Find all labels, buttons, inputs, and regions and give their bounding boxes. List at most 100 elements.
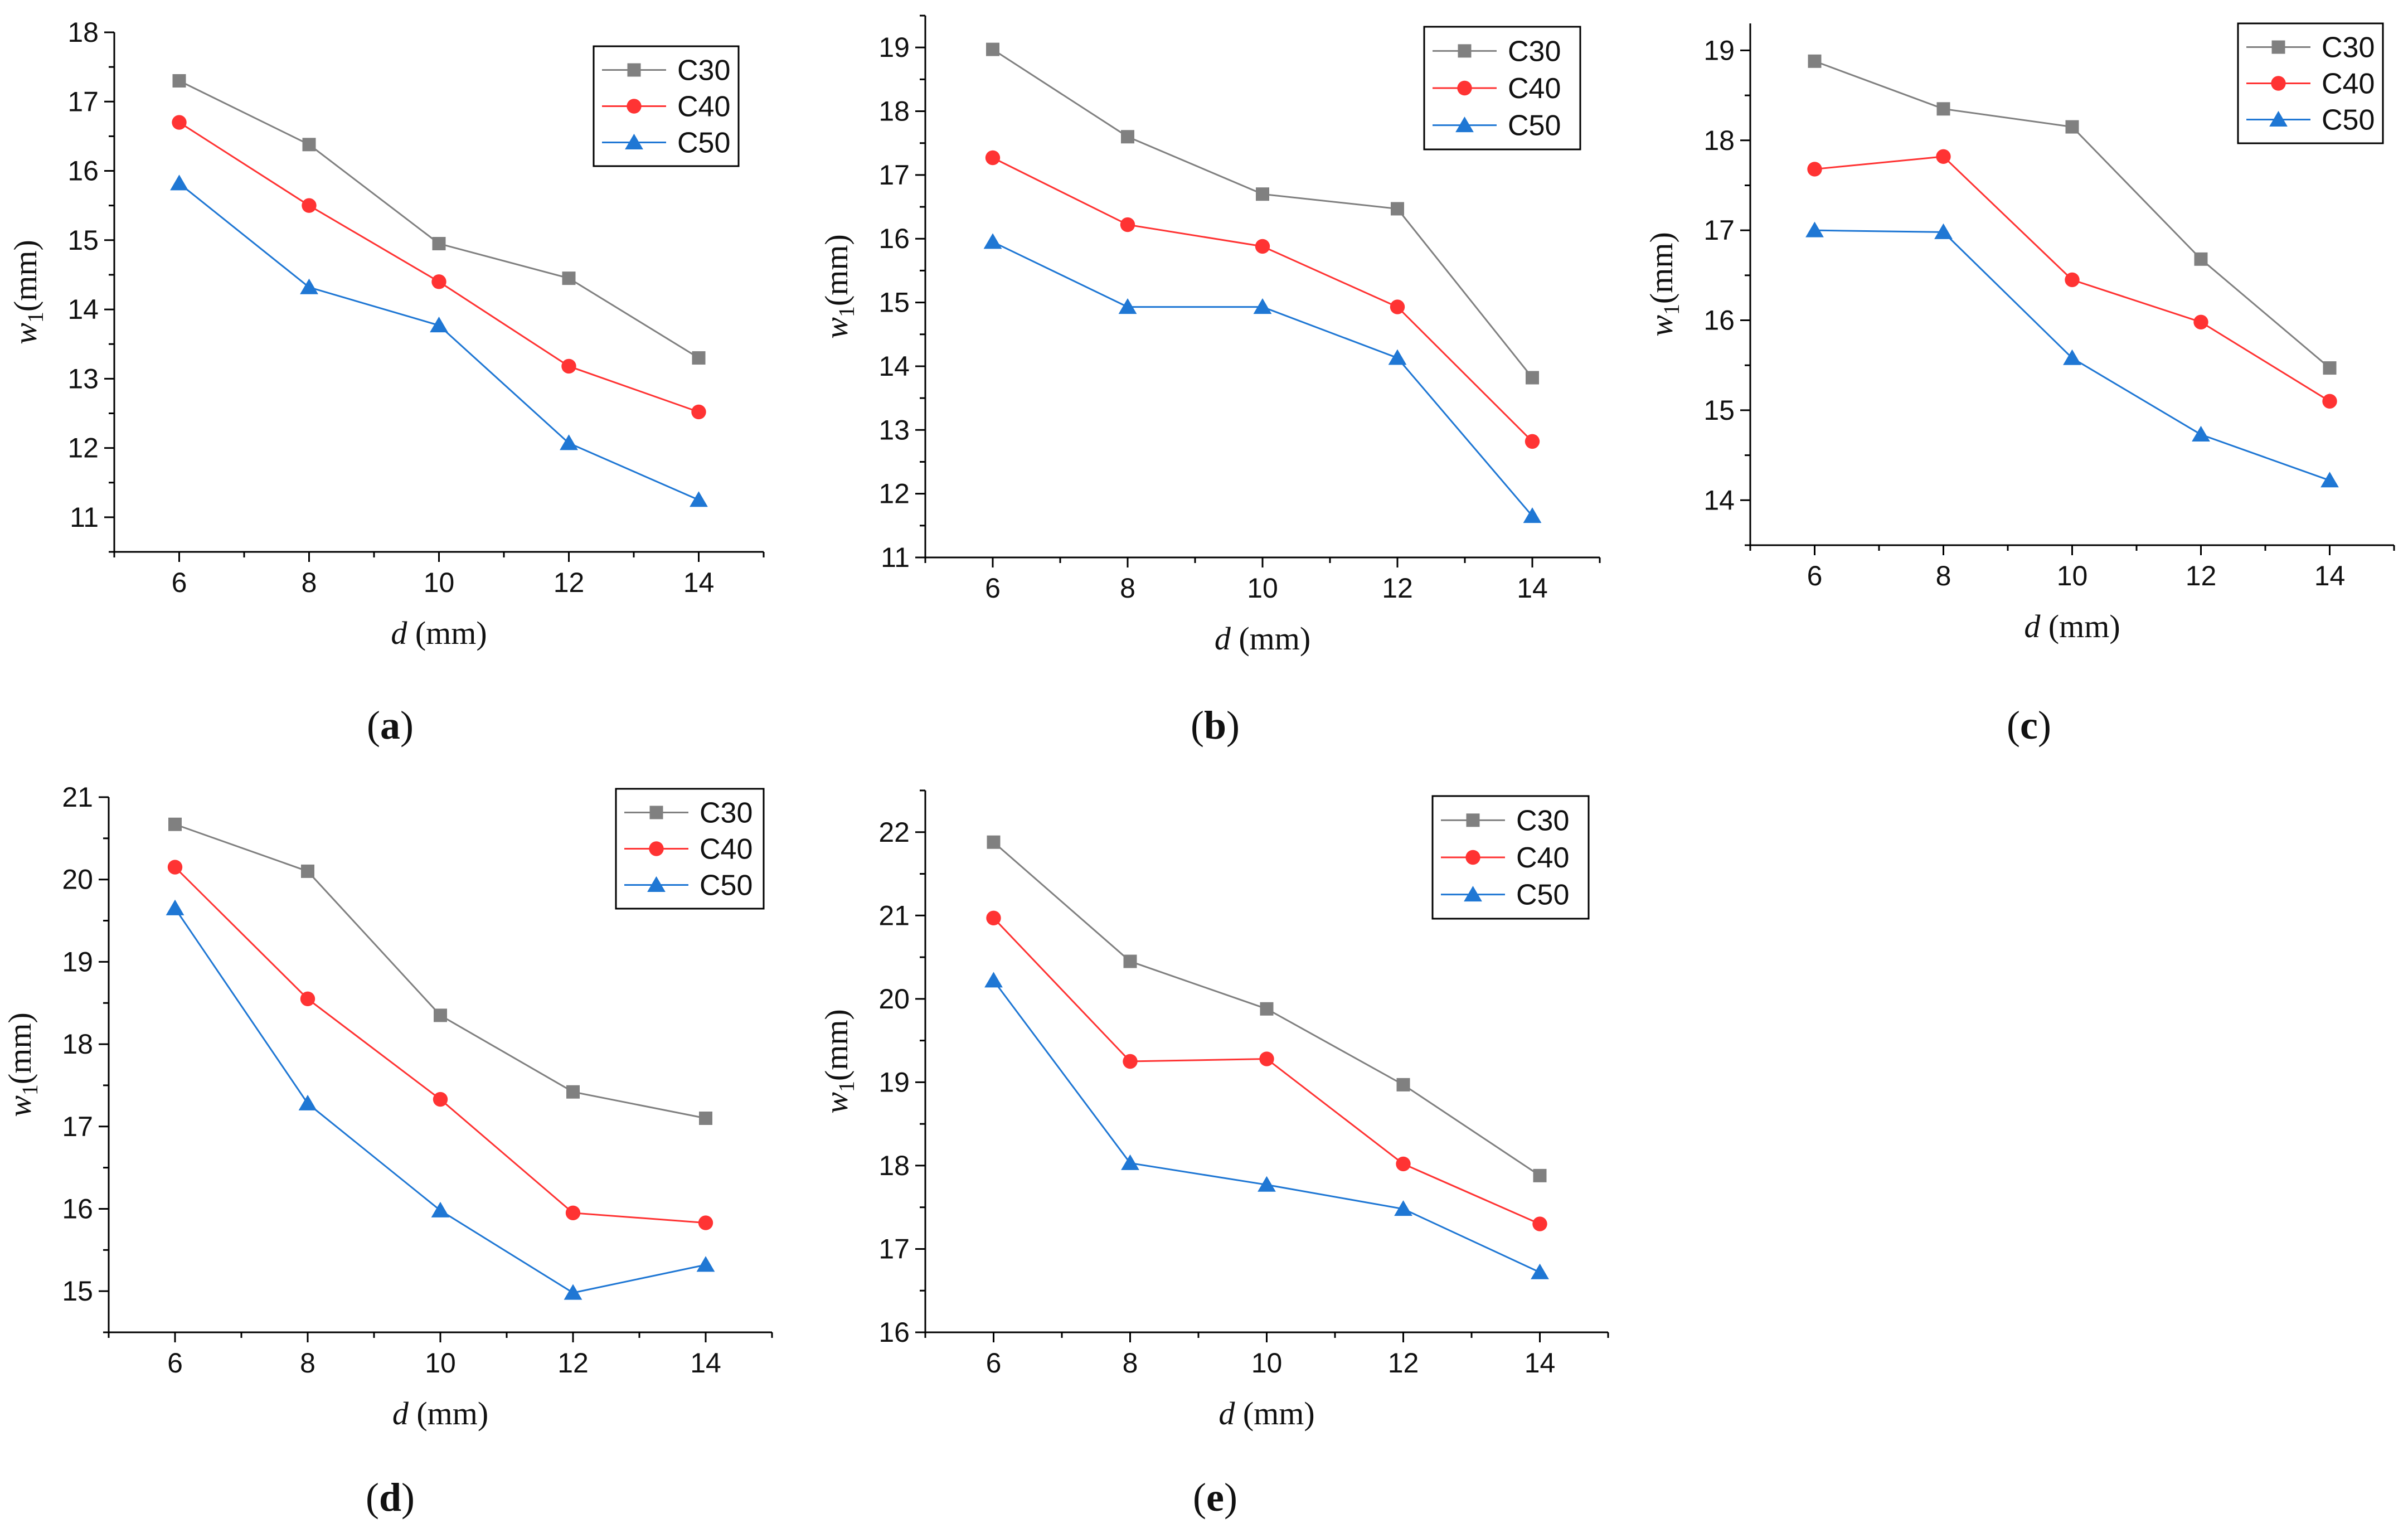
series-C40 <box>172 115 706 420</box>
x-tick-label: 10 <box>1247 573 1278 604</box>
legend-marker-C40 <box>627 99 642 114</box>
data-point-C50 <box>1388 349 1407 365</box>
x-tick-label: 6 <box>986 1347 1002 1379</box>
data-point-C50 <box>1805 221 1824 237</box>
data-point-C50 <box>1394 1200 1412 1216</box>
y-axis-unit: (mm) <box>818 234 855 306</box>
series-C30 <box>168 817 712 1125</box>
y-axis-unit: (mm) <box>7 240 43 312</box>
y-tick-label: 16 <box>878 223 910 254</box>
data-point-C50 <box>2063 349 2081 365</box>
panel-label-letter: e <box>1206 1475 1224 1520</box>
y-tick-label: 20 <box>62 864 93 895</box>
y-axis-title: w1(mm) <box>1643 232 1684 337</box>
y-tick-label: 19 <box>878 32 910 63</box>
panel-label-paren-open: ( <box>2007 703 2020 748</box>
panel-label-paren-close: ) <box>1224 1475 1237 1520</box>
panel-label-paren-close: ) <box>400 703 414 748</box>
y-tick-label: 20 <box>878 983 910 1015</box>
data-point-C40 <box>433 1091 448 1107</box>
y-tick-label: 16 <box>878 1317 910 1348</box>
data-point-C30 <box>1526 371 1539 385</box>
panel-label: (e) <box>1193 1475 1237 1520</box>
data-point-C40 <box>2322 394 2337 409</box>
data-point-C50 <box>2320 472 2339 488</box>
x-tick-label: 10 <box>1251 1347 1283 1379</box>
y-tick-label: 18 <box>67 17 99 48</box>
data-point-C30 <box>432 237 446 251</box>
data-point-C30 <box>434 1008 447 1022</box>
data-point-C50 <box>1118 298 1137 314</box>
x-tick-label: 6 <box>167 1347 183 1379</box>
legend-marker-C30 <box>649 806 663 819</box>
data-point-C50 <box>564 1284 582 1300</box>
x-axis-unit: (mm) <box>2040 608 2120 644</box>
x-tick-label: 8 <box>1120 573 1135 604</box>
y-tick-label: 13 <box>878 414 910 445</box>
data-point-C50 <box>1253 298 1272 314</box>
y-tick-label: 14 <box>67 294 99 325</box>
series-C50 <box>170 174 708 507</box>
x-axis-title: d (mm) <box>392 1395 488 1432</box>
y-tick-label: 15 <box>67 225 99 256</box>
data-point-C30 <box>986 42 999 56</box>
x-axis-unit: (mm) <box>1235 1395 1314 1432</box>
data-point-C30 <box>2194 252 2208 266</box>
panel-label-paren-close: ) <box>2038 703 2051 748</box>
series-C50 <box>983 233 1542 523</box>
data-point-C30 <box>2065 120 2079 134</box>
legend-label-C50: C50 <box>2322 104 2375 137</box>
legend-label-C40: C40 <box>700 833 753 866</box>
y-tick-label: 15 <box>62 1275 93 1307</box>
y-tick-label: 17 <box>878 1233 910 1264</box>
y-tick-label: 21 <box>62 782 93 813</box>
x-tick-label: 12 <box>554 567 585 598</box>
data-point-C30 <box>1256 187 1269 201</box>
data-point-C30 <box>699 1112 712 1125</box>
y-axis-title: w1(mm) <box>2 1012 42 1117</box>
data-point-C40 <box>2065 272 2080 288</box>
series-C40 <box>985 150 1540 449</box>
legend-marker-C30 <box>2271 40 2285 54</box>
data-point-C30 <box>1808 54 1822 68</box>
data-point-C40 <box>985 150 1001 166</box>
y-axis-unit: (mm) <box>1643 232 1679 304</box>
x-axis-unit: (mm) <box>407 615 487 651</box>
x-tick-label: 8 <box>302 567 317 598</box>
data-point-C40 <box>1259 1051 1274 1066</box>
y-tick-label: 16 <box>62 1193 93 1224</box>
data-point-C30 <box>1391 202 1404 216</box>
data-point-C50 <box>696 1256 715 1272</box>
series-C50 <box>1805 221 2339 488</box>
legend-marker-C50 <box>2269 110 2288 127</box>
y-axis-unit: (mm) <box>2 1012 38 1084</box>
data-point-C30 <box>2323 361 2337 375</box>
y-tick-label: 11 <box>70 502 99 533</box>
panel-label-paren-close: ) <box>1226 703 1240 748</box>
legend: C30 C40 C50 <box>1423 26 1581 151</box>
x-tick-label: 14 <box>1525 1347 1556 1379</box>
y-axis-variable: w <box>818 317 855 339</box>
y-axis-title: w1(mm) <box>818 234 859 339</box>
series-C30 <box>1808 54 2337 375</box>
y-axis-title: w1(mm) <box>818 1009 859 1114</box>
data-point-C50 <box>984 972 1003 988</box>
legend-marker-C30 <box>627 63 641 77</box>
legend-marker-C40 <box>1465 850 1480 865</box>
data-point-C30 <box>566 1085 580 1099</box>
y-tick-label: 19 <box>62 946 93 977</box>
panel-label-paren-open: ( <box>367 703 380 748</box>
legend-label-C30: C30 <box>677 55 730 87</box>
x-axis-variable: d <box>1218 1395 1235 1432</box>
x-tick-label: 8 <box>1123 1347 1138 1379</box>
data-point-C30 <box>1121 130 1134 144</box>
data-point-C50 <box>560 434 578 450</box>
legend-label-C50: C50 <box>700 870 753 902</box>
y-tick-label: 13 <box>67 363 99 394</box>
y-axis-variable: w <box>818 1092 855 1114</box>
series-C40 <box>167 860 713 1230</box>
data-point-C30 <box>168 817 182 831</box>
x-tick-label: 12 <box>1382 573 1413 604</box>
data-point-C30 <box>1260 1002 1274 1016</box>
series-C40 <box>986 910 1547 1231</box>
